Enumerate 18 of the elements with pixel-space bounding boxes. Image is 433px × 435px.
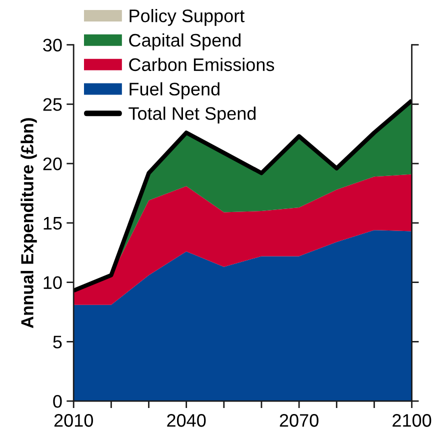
y-tick-label: 15	[44, 217, 62, 230]
y-axis-title: Annual Expenditure (£bn)	[20, 118, 37, 328]
y-tick-label: 10	[44, 276, 62, 290]
x-tick-label: 2070	[280, 414, 318, 427]
y-tick-label: 30	[43, 38, 62, 52]
legend-label: Fuel Spend	[130, 82, 220, 100]
y-tick-label: 0	[53, 395, 62, 408]
y-tick-label: 25	[43, 98, 62, 111]
x-tick-label: 2010	[54, 414, 93, 427]
y-tick-label: 5	[53, 336, 62, 348]
y-tick-label: 20	[43, 157, 62, 170]
legend-label: Policy Support	[130, 9, 245, 26]
legend-label: Capital Spend	[129, 33, 240, 50]
x-tick-label: 2100	[392, 414, 432, 427]
legend-label: Total Net Spend	[128, 106, 256, 124]
line-series	[74, 98, 412, 293]
x-tick-label: 2040	[167, 414, 206, 427]
legend-label: Carbon Emissions	[129, 58, 274, 72]
